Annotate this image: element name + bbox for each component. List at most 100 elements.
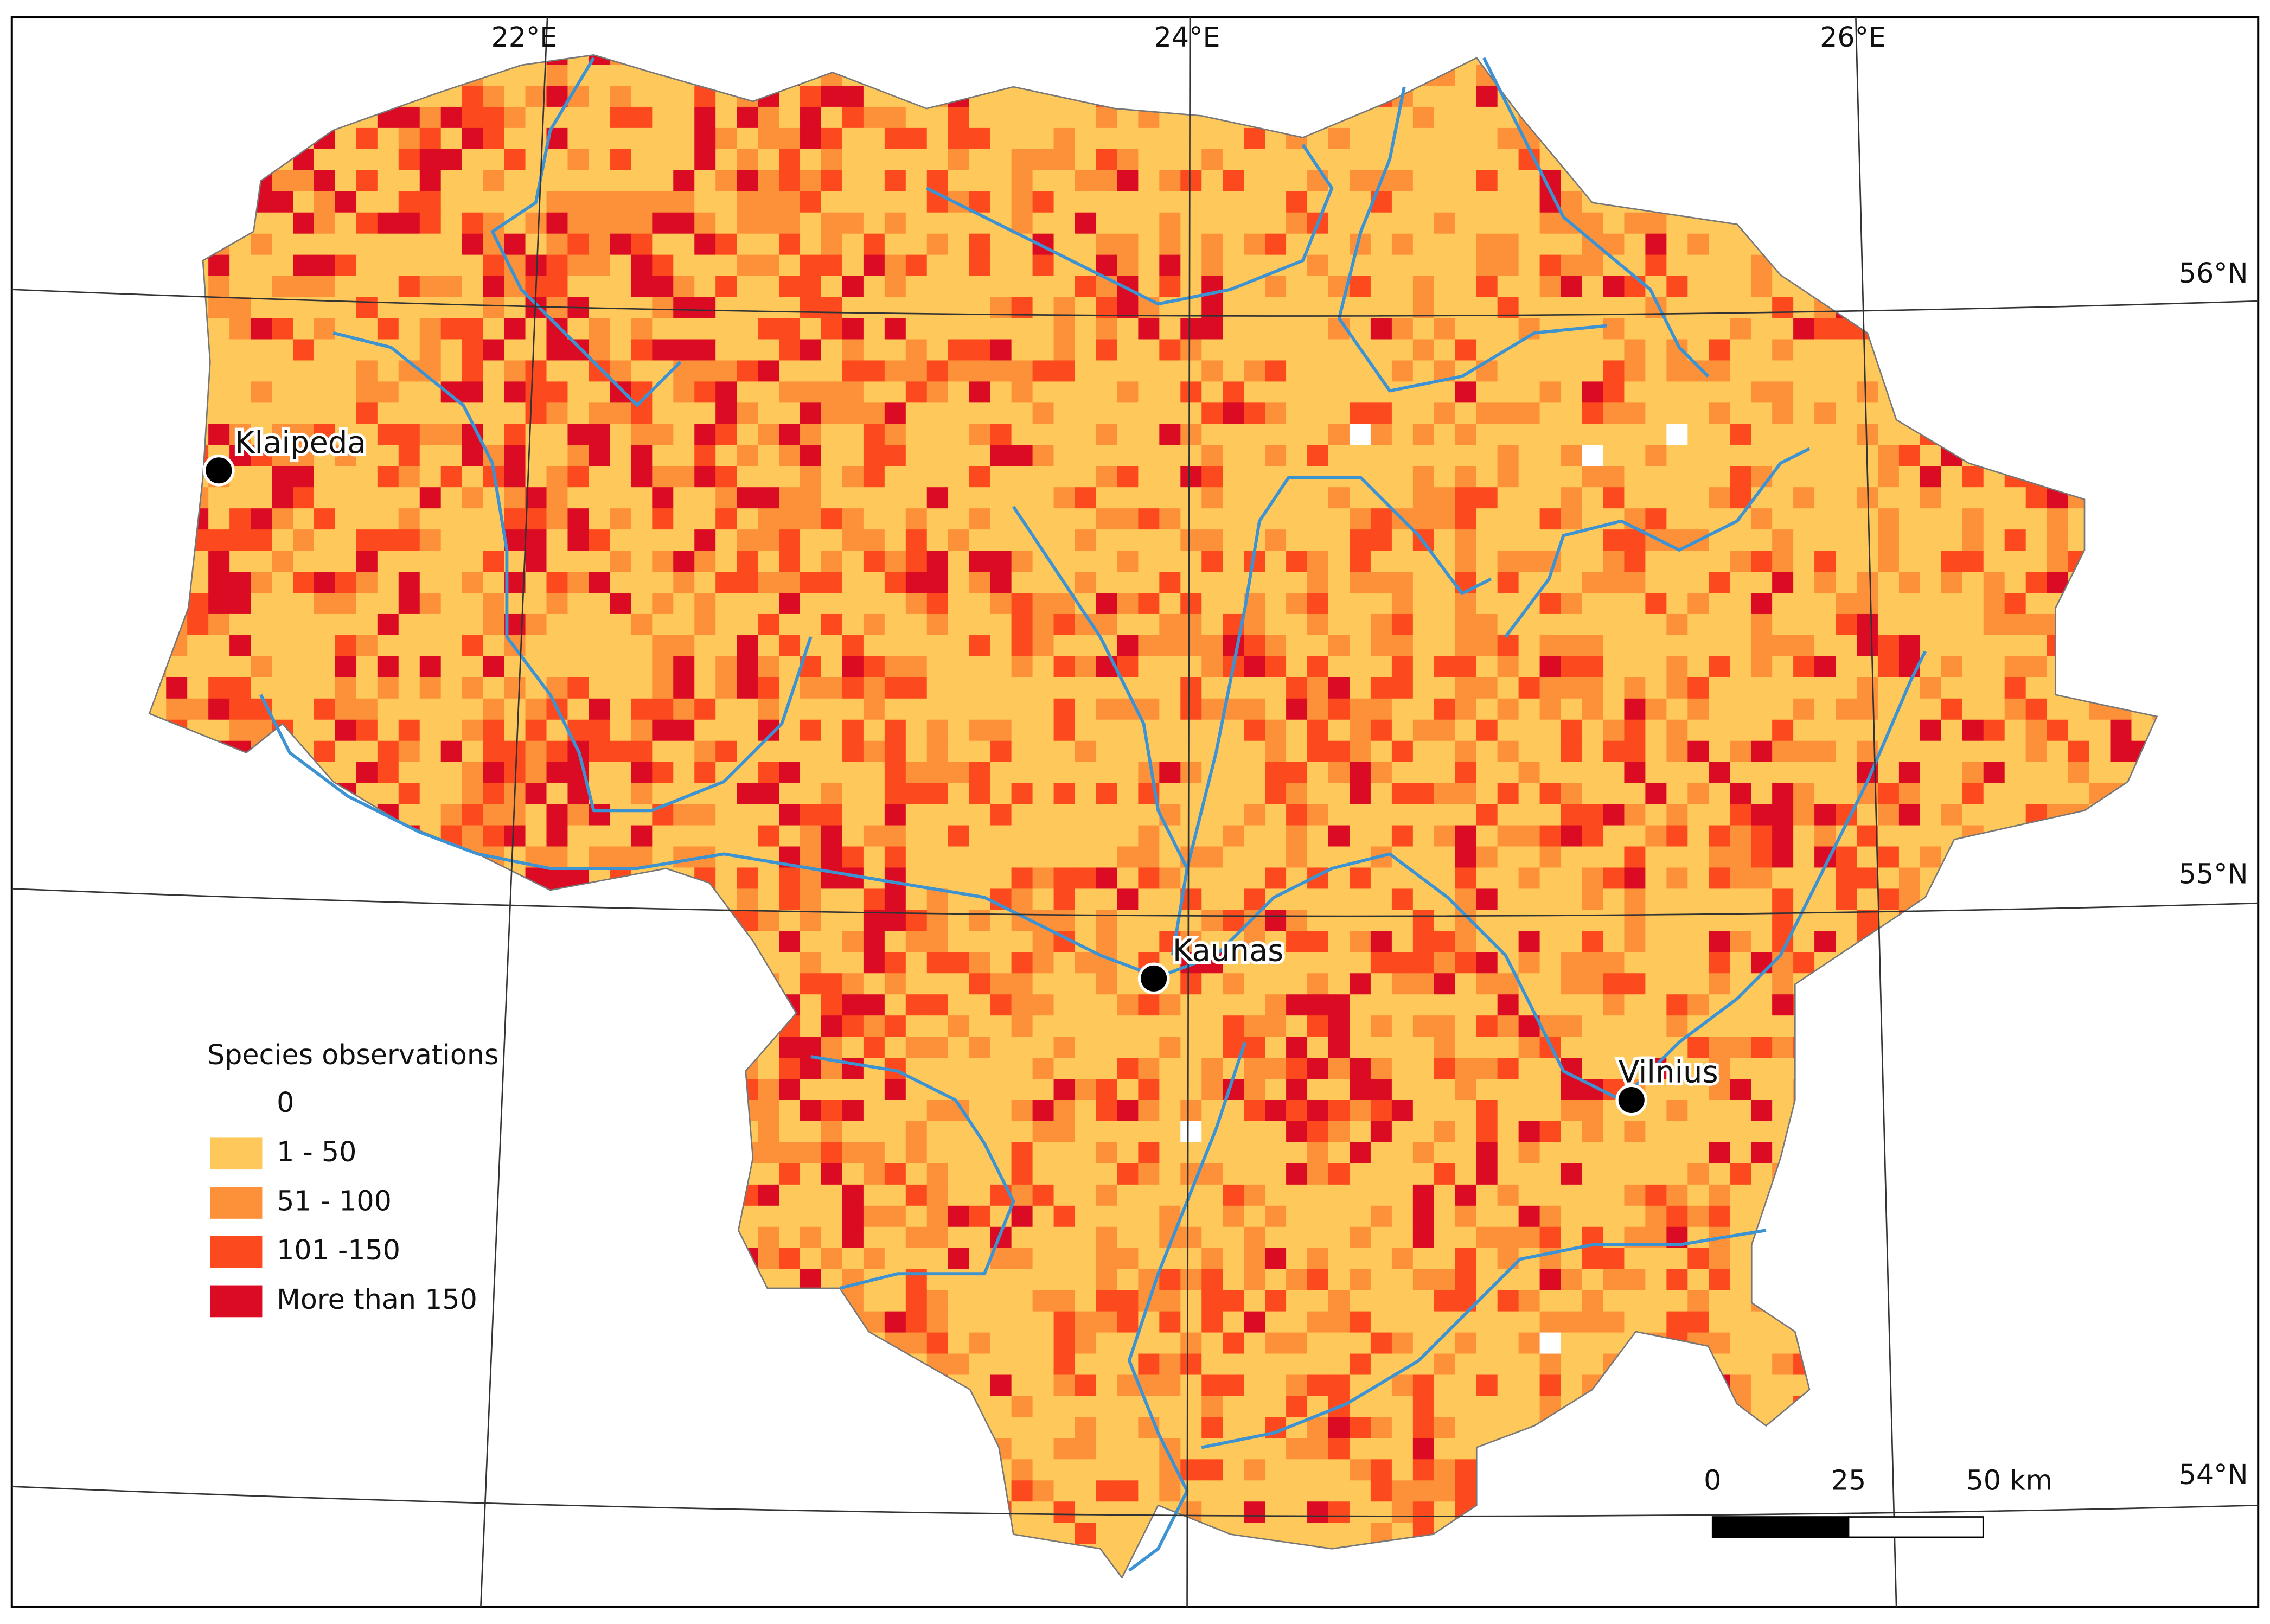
- grid-cell: [1265, 613, 1287, 636]
- grid-cell: [1709, 592, 1731, 615]
- grid-cell: [1244, 910, 1266, 932]
- grid-cell: [1772, 381, 1794, 404]
- grid-cell: [1814, 762, 1837, 784]
- grid-cell: [969, 635, 991, 657]
- grid-cell: [525, 339, 547, 361]
- grid-cell: [1053, 762, 1076, 784]
- grid-cell: [1666, 825, 1689, 847]
- grid-cell: [1497, 677, 1519, 699]
- grid-cell: [884, 508, 906, 530]
- grid-cell: [1751, 719, 1773, 741]
- grid-cell: [1645, 952, 1667, 974]
- grid-cell: [1180, 424, 1203, 446]
- grid-cell: [673, 276, 695, 298]
- grid-cell: [737, 149, 759, 171]
- grid-cell: [1497, 402, 1519, 425]
- grid-cell: [1180, 1058, 1203, 1080]
- grid-cell: [1328, 402, 1351, 425]
- grid-cell: [1075, 825, 1097, 847]
- grid-cell: [863, 613, 885, 636]
- grid-cell: [694, 656, 717, 678]
- grid-cell: [863, 931, 885, 953]
- grid-cell: [356, 297, 378, 319]
- grid-cell: [990, 106, 1012, 129]
- grid-cell: [483, 740, 505, 763]
- grid-cell: [779, 825, 801, 847]
- grid-cell: [1286, 762, 1308, 784]
- grid-cell: [1223, 487, 1245, 509]
- grid-cell: [1941, 529, 1963, 552]
- grid-cell: [1201, 1079, 1224, 1101]
- grid-cell: [884, 846, 906, 868]
- grid-cell: [1244, 719, 1266, 741]
- grid-cell: [1856, 402, 1879, 425]
- grid-cell: [948, 1121, 970, 1143]
- grid-cell: [1244, 254, 1266, 277]
- grid-cell: [292, 445, 315, 467]
- grid-cell: [779, 1079, 801, 1101]
- grid-cell: [926, 994, 949, 1016]
- grid-cell: [1877, 888, 1900, 911]
- grid-cell: [948, 233, 970, 255]
- grid-cell: [631, 233, 653, 255]
- grid-cell: [440, 318, 463, 340]
- grid-cell: [1603, 592, 1625, 615]
- grid-cell: [1941, 677, 1963, 699]
- grid-cell: [779, 318, 801, 340]
- grid-cell: [1856, 508, 1879, 530]
- grid-cell: [1772, 613, 1794, 636]
- grid-cell: [272, 698, 294, 720]
- grid-cell: [1053, 381, 1076, 404]
- grid-cell: [398, 592, 420, 615]
- grid-cell: [673, 212, 695, 234]
- grid-cell: [440, 551, 463, 573]
- grid-cell: [610, 254, 632, 277]
- grid-cell: [1856, 910, 1879, 932]
- grid-cell: [1370, 1015, 1392, 1038]
- grid-cell: [1539, 466, 1562, 488]
- grid-cell: [1518, 783, 1540, 805]
- grid-cell: [1877, 592, 1900, 615]
- grid-cell: [800, 191, 822, 213]
- grid-cell: [1138, 572, 1160, 594]
- grid-cell: [1223, 1100, 1245, 1122]
- grid-cell: [1307, 656, 1329, 678]
- grid-cell: [1075, 994, 1097, 1016]
- grid-cell: [356, 445, 378, 467]
- grid-cell: [1518, 276, 1540, 298]
- grid-cell: [2004, 572, 2026, 594]
- grid-cell: [948, 825, 970, 847]
- grid-cell: [990, 846, 1012, 868]
- grid-cell: [483, 804, 505, 826]
- grid-cell: [1117, 783, 1139, 805]
- grid-cell: [1983, 804, 2005, 826]
- grid-cell: [1096, 783, 1118, 805]
- grid-cell: [567, 613, 590, 636]
- grid-cell: [1096, 381, 1118, 404]
- grid-cell: [1877, 487, 1900, 509]
- grid-cell: [567, 656, 590, 678]
- grid-cell: [504, 719, 526, 741]
- grid-cell: [1476, 592, 1498, 615]
- grid-cell: [1877, 551, 1900, 573]
- grid-cell: [1518, 551, 1540, 573]
- grid-cell: [1603, 888, 1625, 911]
- grid-cell: [1582, 424, 1604, 446]
- grid-cell: [1349, 1015, 1371, 1038]
- grid-cell: [758, 677, 780, 699]
- grid-cell: [821, 360, 843, 382]
- grid-cell: [926, 276, 949, 298]
- grid-cell: [292, 572, 315, 594]
- grid-cell: [462, 635, 484, 657]
- grid-cell: [1561, 551, 1583, 573]
- grid-cell: [926, 572, 949, 594]
- grid-cell: [1117, 402, 1139, 425]
- grid-cell: [1603, 677, 1625, 699]
- grid-cell: [1730, 973, 1752, 995]
- grid-cell: [652, 191, 674, 213]
- grid-cell: [779, 1037, 801, 1059]
- grid-cell: [1370, 867, 1392, 890]
- grid-cell: [1434, 592, 1456, 615]
- grid-cell: [1772, 888, 1794, 911]
- grid-cell: [842, 804, 864, 826]
